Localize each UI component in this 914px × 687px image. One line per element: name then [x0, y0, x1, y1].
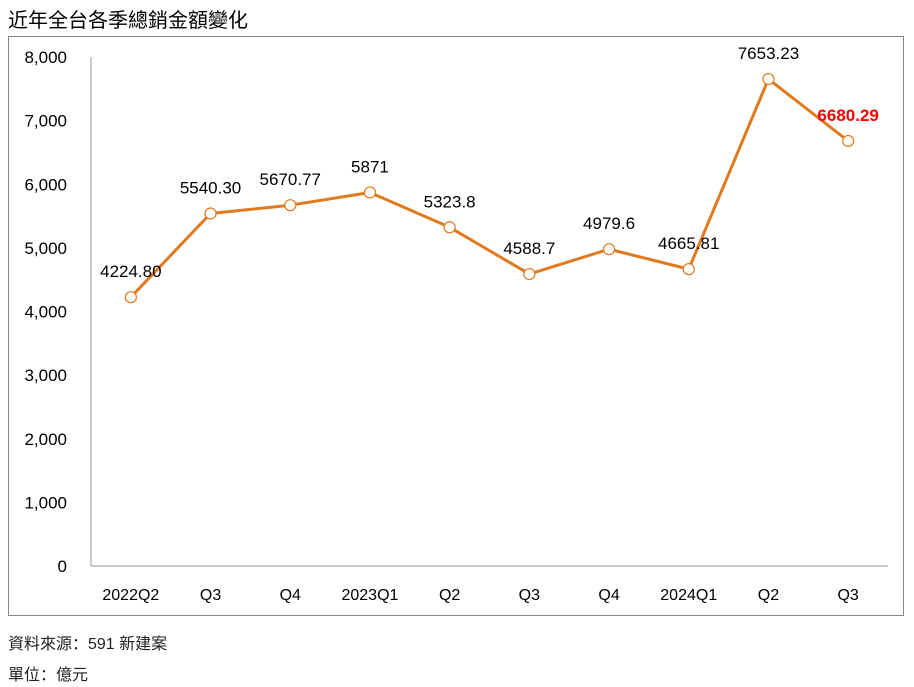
data-label: 5670.77: [260, 170, 321, 189]
data-point: [124, 291, 137, 304]
data-label: 4979.6: [583, 214, 635, 233]
data-point: [284, 199, 297, 212]
data-point: [762, 72, 775, 86]
data-label: 7653.23: [738, 44, 799, 63]
unit-note: 單位：億元: [8, 667, 89, 684]
data-label: 4224.80: [100, 262, 161, 281]
y-tick-label: 1,000: [24, 493, 67, 512]
data-label: 4665.81: [658, 234, 719, 253]
data-point: [842, 134, 855, 148]
x-tick-label: Q3: [519, 587, 540, 604]
x-tick-label: Q4: [280, 587, 301, 604]
y-tick-label: 0: [58, 557, 67, 576]
x-tick-label: 2022Q2: [102, 587, 159, 604]
data-label: 5323.8: [424, 192, 476, 211]
data-label: 4588.7: [503, 239, 555, 258]
data-point: [443, 221, 456, 234]
x-tick-label: Q2: [439, 587, 460, 604]
data-point: [204, 207, 217, 220]
series-line: [129, 77, 850, 299]
y-tick-label: 7,000: [24, 112, 67, 131]
x-tick-label: Q4: [598, 587, 619, 604]
source-note: 資料來源：591 新建案: [8, 636, 168, 653]
data-label: 5540.30: [180, 178, 241, 197]
x-tick-label: Q2: [758, 587, 779, 604]
x-tick-label: 2023Q1: [341, 587, 398, 604]
x-tick-label: Q3: [200, 587, 221, 604]
y-tick-label: 5,000: [24, 239, 67, 258]
data-point: [682, 263, 695, 276]
x-tick-label: Q3: [837, 587, 858, 604]
data-label: 5871: [351, 157, 389, 176]
data-point: [363, 186, 377, 199]
data-point: [523, 267, 536, 281]
chart-frame: [8, 36, 904, 616]
data-point: [602, 243, 616, 256]
y-tick-label: 2,000: [24, 430, 67, 449]
x-tick-label: 2024Q1: [660, 587, 717, 604]
y-tick-label: 8,000: [24, 48, 67, 67]
data-label: 6680.29: [817, 106, 878, 125]
y-tick-label: 6,000: [24, 175, 67, 194]
chart-title: 近年全台各季總銷金額變化: [8, 8, 248, 32]
y-tick-label: 4,000: [24, 303, 67, 322]
y-tick-label: 3,000: [24, 366, 67, 385]
